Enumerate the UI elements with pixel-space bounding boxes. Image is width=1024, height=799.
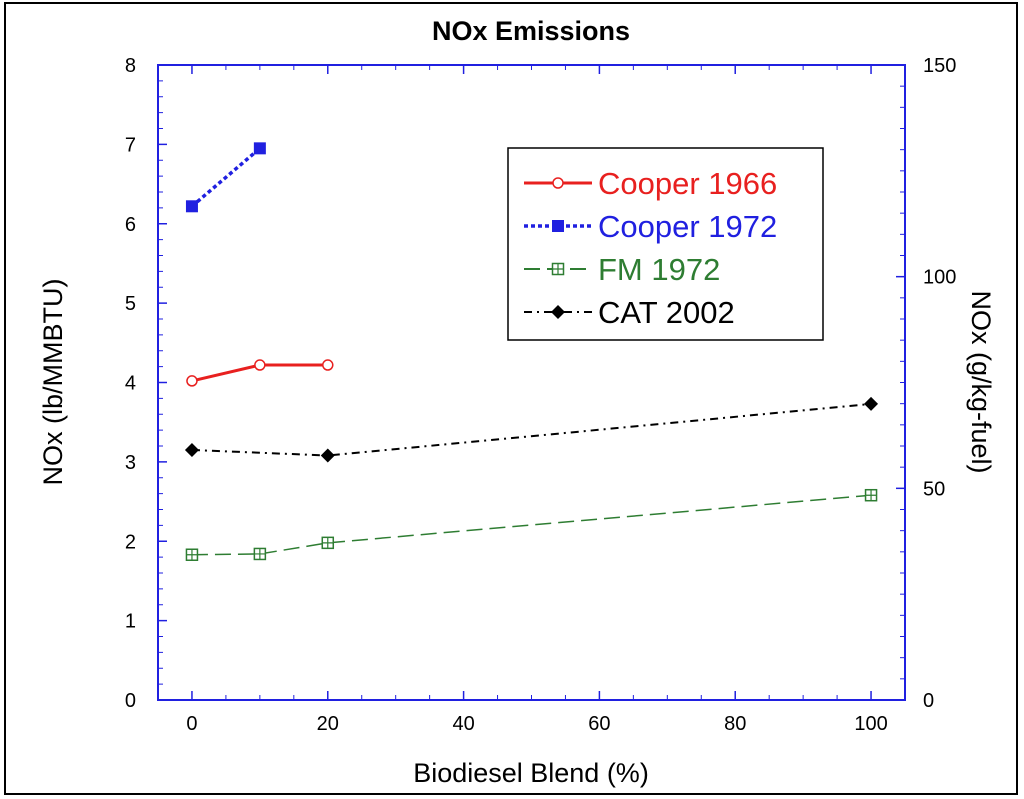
series-layer bbox=[184, 142, 879, 561]
y-axis-label-right: NOx (g/kg-fuel) bbox=[966, 290, 996, 473]
data-point-cross bbox=[254, 548, 266, 560]
data-point-cross bbox=[865, 489, 877, 501]
y-tick-label: 6 bbox=[125, 214, 136, 236]
data-point bbox=[322, 359, 334, 371]
y-tick-label: 8 bbox=[125, 55, 136, 77]
data-point bbox=[321, 536, 335, 550]
series-line bbox=[191, 402, 872, 457]
figure-frame bbox=[4, 2, 1018, 795]
series-1 bbox=[185, 142, 266, 213]
legend-swatch-marker bbox=[552, 177, 564, 189]
legend-label: FM 1972 bbox=[598, 252, 720, 287]
legend-swatch-marker bbox=[552, 220, 564, 232]
data-point bbox=[254, 359, 266, 371]
y-tick-label: 1 bbox=[125, 611, 136, 633]
y-tick-label: 5 bbox=[125, 293, 136, 315]
y-right-tick-label: 0 bbox=[923, 690, 934, 712]
y-tick-label: 0 bbox=[125, 690, 136, 712]
x-tick-label: 80 bbox=[724, 713, 746, 735]
x-tick-label: 60 bbox=[588, 713, 610, 735]
legend-entry-1: Cooper 1972 bbox=[524, 209, 777, 244]
series-0 bbox=[186, 359, 334, 387]
x-axis-label: Biodiesel Blend (%) bbox=[413, 758, 649, 788]
data-point-cross bbox=[322, 537, 334, 549]
legend-label: Cooper 1966 bbox=[598, 166, 777, 201]
x-tick-label: 40 bbox=[452, 713, 474, 735]
legend-swatch-marker bbox=[551, 305, 565, 319]
chart-title: NOx Emissions bbox=[432, 16, 630, 46]
x-tick-label: 20 bbox=[317, 713, 339, 735]
y-tick-label: 2 bbox=[125, 531, 136, 553]
y-tick-label: 7 bbox=[125, 134, 136, 156]
legend-swatch-marker-cross bbox=[552, 263, 564, 275]
data-point bbox=[320, 448, 335, 463]
y-right-tick-label: 50 bbox=[923, 478, 945, 500]
series-line bbox=[191, 494, 872, 556]
axis-ticks bbox=[157, 64, 906, 701]
data-point bbox=[185, 200, 198, 213]
y-tick-label: 4 bbox=[125, 373, 136, 395]
legend-swatch-marker bbox=[551, 262, 565, 276]
legend-entry-3: CAT 2002 bbox=[524, 295, 735, 330]
data-point bbox=[864, 396, 879, 411]
legend-entry-2: FM 1972 bbox=[524, 252, 720, 287]
data-point bbox=[253, 142, 266, 155]
data-point bbox=[186, 375, 198, 387]
y-axis-label-left: NOx (lb/MMBTU) bbox=[38, 279, 68, 486]
data-point bbox=[185, 548, 199, 561]
x-tick-label: 100 bbox=[854, 713, 887, 735]
data-point bbox=[864, 488, 878, 502]
legend-label: CAT 2002 bbox=[598, 295, 735, 330]
data-point bbox=[184, 442, 199, 457]
data-point-cross bbox=[186, 549, 198, 561]
data-point bbox=[253, 547, 267, 561]
series-2 bbox=[185, 488, 878, 561]
y-right-tick-label: 150 bbox=[923, 55, 956, 77]
y-tick-label: 3 bbox=[125, 452, 136, 474]
y-right-tick-label: 100 bbox=[923, 267, 956, 289]
legend-entry-0: Cooper 1966 bbox=[524, 166, 777, 201]
series-3 bbox=[184, 396, 879, 463]
series-line bbox=[190, 147, 261, 208]
x-tick-label: 0 bbox=[186, 713, 197, 735]
legend: Cooper 1966 Cooper 1972 FM 1972 CAT 2002 bbox=[524, 166, 777, 330]
legend-label: Cooper 1972 bbox=[598, 209, 777, 244]
